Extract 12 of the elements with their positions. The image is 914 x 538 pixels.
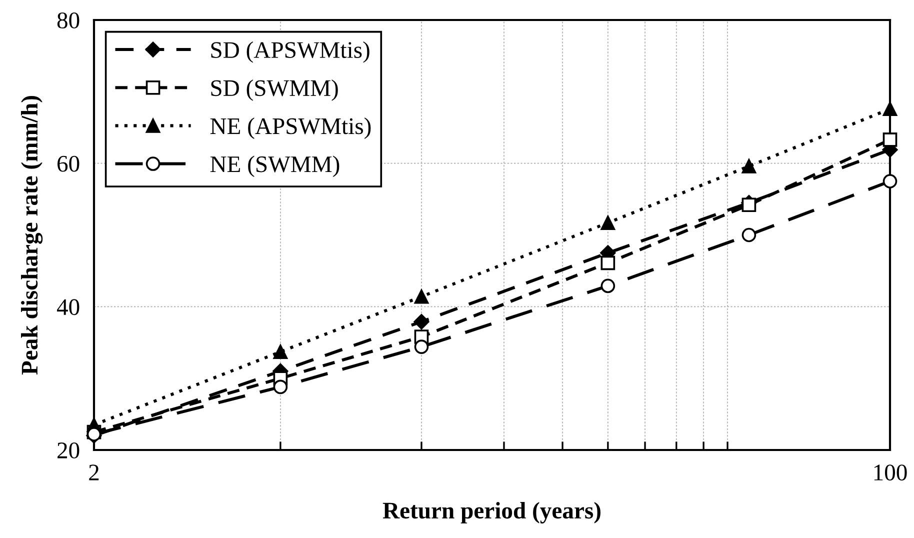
y-tick-label: 40 (56, 299, 80, 316)
x-tick-label: 2 (89, 464, 99, 480)
legend-label: NE (SWMM) (210, 156, 340, 178)
y-tick-label: 20 (58, 442, 80, 458)
legend-label: SD (APSWMtis) (211, 41, 370, 63)
x-axis-title: Return period (years) (382, 502, 600, 524)
y-tick-label: 60 (58, 156, 80, 172)
legend-label: NE (APSWMtis) (210, 118, 371, 139)
y-axis-title: Peak discharge rate (mm/h) (21, 96, 43, 375)
x-tick-label: 100 (874, 464, 907, 481)
legend-label: SD (SWMM) (211, 79, 338, 101)
y-tick-label: 80 (57, 12, 80, 28)
